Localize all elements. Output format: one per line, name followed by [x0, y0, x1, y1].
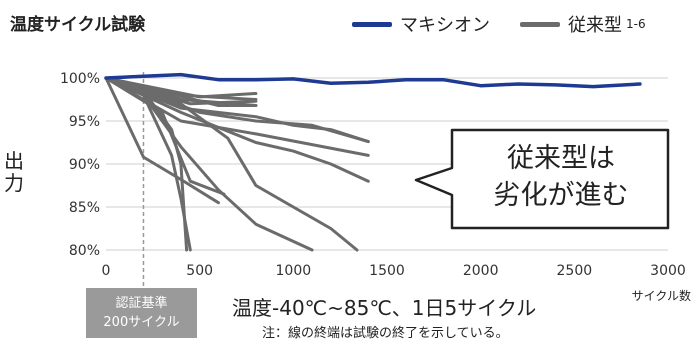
- y-axis-label: 出力: [4, 149, 24, 195]
- x-tick-label-2: 1000: [276, 263, 312, 279]
- legend-item-maxeon: マキシオン: [352, 11, 490, 37]
- test-condition: 温度-40℃~85℃、1日5サイクル: [232, 296, 537, 320]
- footnote: 注：線の終端は試験の終了を示している。: [262, 326, 509, 341]
- series-line-conventional-7: [104, 76, 370, 157]
- series-lines: [104, 72, 642, 252]
- legend-label-maxeon: マキシオン: [400, 15, 490, 36]
- reference-badge-line1: 認証基準: [115, 296, 168, 311]
- series-line-conventional-5: [104, 76, 359, 252]
- y-tick-label-1: 85%: [69, 200, 100, 216]
- reference-badge: 認証基準 200サイクル: [86, 288, 197, 338]
- series-line-maxeon: [104, 72, 642, 89]
- x-tick-label-1: 500: [186, 263, 213, 279]
- series-line-conventional-9: [104, 76, 370, 144]
- x-tick-label-4: 2000: [463, 263, 499, 279]
- reference-badge-line2: 200サイクル: [103, 315, 180, 330]
- chart-title: 温度サイクル試験: [10, 15, 146, 35]
- x-tick-label-3: 1500: [369, 263, 405, 279]
- series-line-conventional-13: [104, 76, 258, 106]
- x-axis-label: サイクル数: [631, 289, 691, 303]
- y-tick-labels: 80% 85% 90% 95% 100%: [60, 71, 100, 259]
- series-line-conventional-0: [104, 76, 220, 205]
- legend-superscript: 1-6: [626, 17, 646, 31]
- callout-text: 従来型は 劣化が進む: [456, 140, 666, 214]
- y-tick-label-4: 100%: [60, 71, 100, 87]
- legend-label-conventional: 従来型: [568, 15, 622, 36]
- x-tick-labels: 0 500 1000 1500 2000 2500 3000: [102, 263, 686, 279]
- x-tick-label-5: 2500: [557, 263, 593, 279]
- legend-swatch-conventional: [520, 21, 560, 27]
- series-line-conventional-6: [104, 76, 370, 183]
- callout-line2: 劣化が進む: [493, 180, 629, 211]
- legend-item-conventional: 従来型 1-6: [520, 11, 646, 37]
- callout-line1: 従来型は: [507, 143, 615, 174]
- x-tick-label-0: 0: [102, 263, 111, 279]
- callout-bubble: [414, 128, 670, 230]
- y-tick-label-2: 90%: [69, 157, 100, 173]
- x-tick-label-6: 3000: [650, 263, 686, 279]
- y-tick-label-0: 80%: [69, 243, 100, 259]
- y-tick-label-3: 95%: [69, 114, 100, 130]
- legend-swatch-maxeon: [352, 21, 392, 27]
- series-line-conventional-14: [104, 76, 258, 107]
